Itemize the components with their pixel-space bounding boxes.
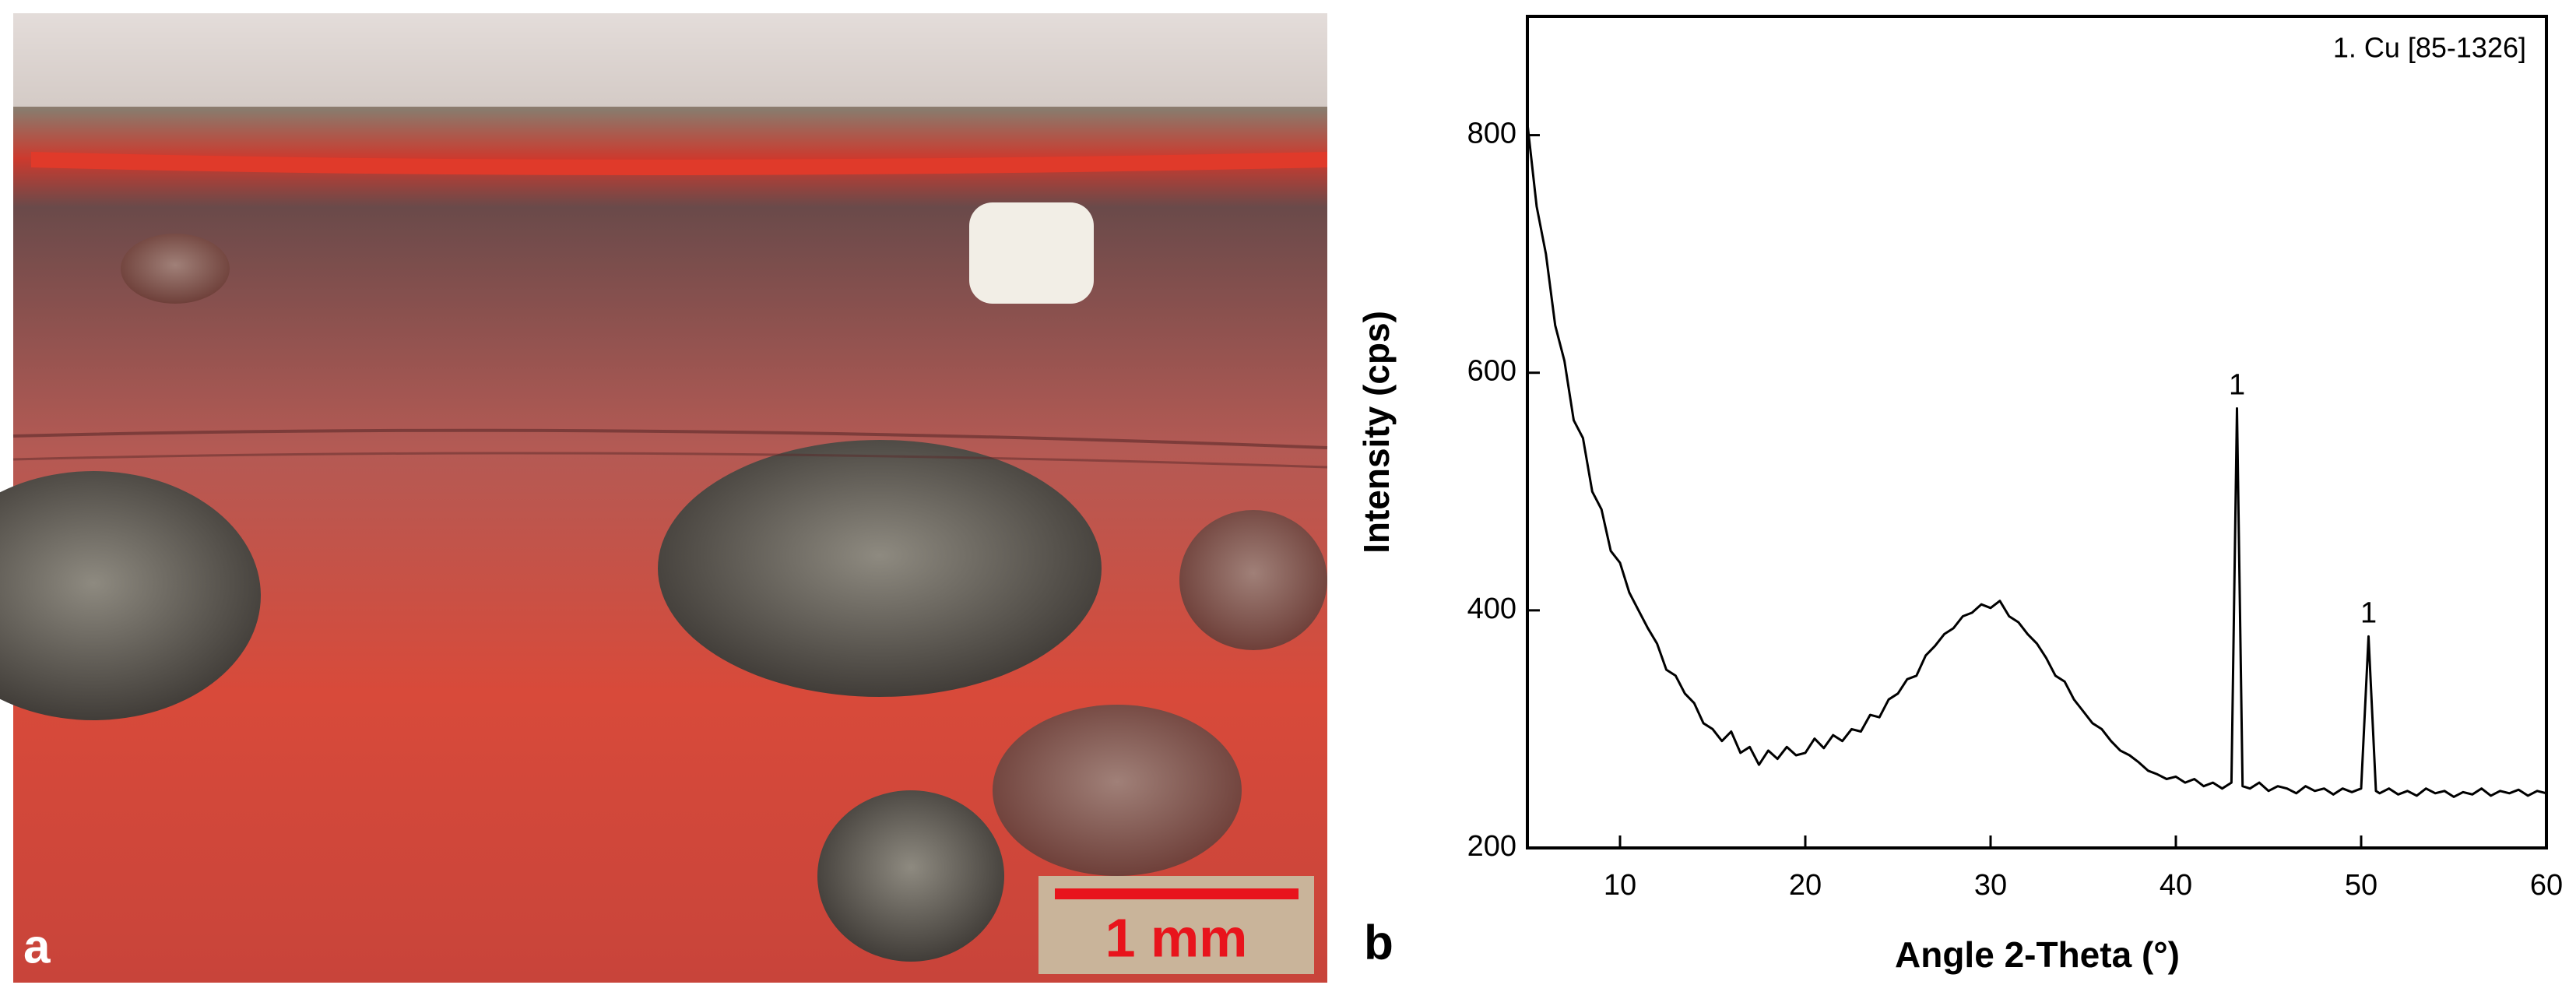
peak-label: 1 (2360, 596, 2377, 629)
x-tick-label: 30 (1974, 869, 2007, 902)
y-tick-label: 200 (1467, 830, 1516, 863)
y-tick-label: 800 (1467, 118, 1516, 150)
peak-label: 1 (2229, 369, 2245, 402)
data-line (1526, 123, 2547, 798)
y-tick-label: 600 (1467, 355, 1516, 388)
x-axis-title: Angle 2-Theta (°) (1895, 934, 2180, 975)
photo (0, 13, 1328, 983)
x-tick-label: 50 (2345, 869, 2377, 902)
x-tick-label: 60 (2530, 869, 2563, 902)
scale-bar-label: 1 mm (1105, 907, 1248, 968)
y-tick-label: 400 (1467, 593, 1516, 625)
phase-label: 1. Cu [85-1326] (2333, 32, 2526, 64)
x-tick-label: 20 (1789, 869, 1822, 902)
y-axis-title: Intensity (cps) (1356, 311, 1397, 554)
panel-label: b (1364, 916, 1393, 969)
panel-label: a (23, 920, 51, 973)
x-tick-label: 40 (2160, 869, 2192, 902)
plot: 10 20 30 40 50 60 200 400 600 800 1 1 (1467, 15, 2563, 902)
x-tick-label: 10 (1604, 869, 1636, 902)
plot-frame (1526, 15, 2548, 850)
